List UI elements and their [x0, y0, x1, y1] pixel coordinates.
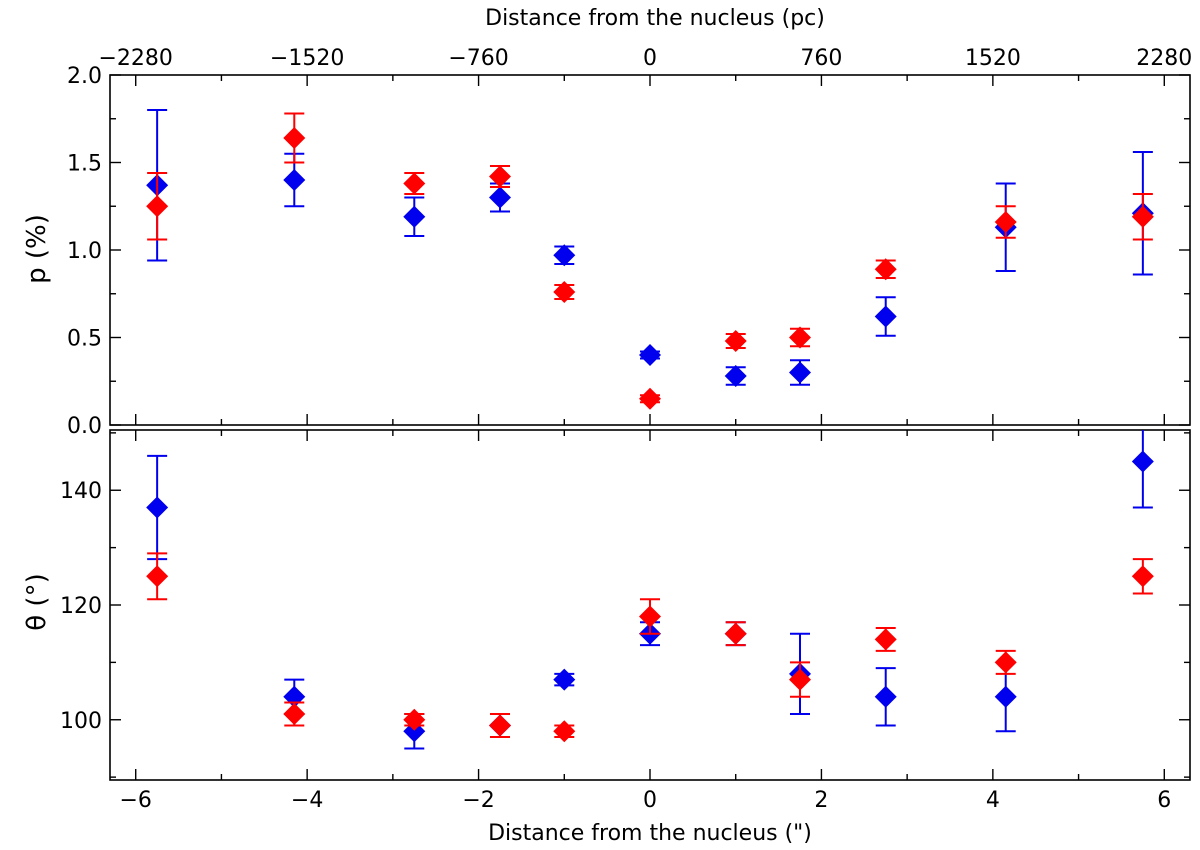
- red-data-point: [994, 211, 1017, 233]
- bottom-x-tick-label: 6: [1157, 788, 1171, 813]
- bottom-x-tick-label: −4: [291, 788, 323, 813]
- red-data-point: [639, 605, 661, 628]
- red-data-point: [1131, 565, 1154, 588]
- top-panel-data: [146, 109, 1154, 410]
- bottom-x-tick-label: 2: [814, 788, 828, 813]
- red-data-point: [789, 668, 811, 691]
- bottom-x-axis-title: Distance from the nucleus ("): [488, 821, 812, 846]
- red-data-point: [489, 165, 511, 188]
- blue-data-point: [283, 169, 306, 191]
- red-data-point: [874, 258, 897, 281]
- red-data-point: [553, 281, 576, 303]
- red-data-point: [146, 565, 169, 588]
- top-x-tick-label: 0: [643, 46, 657, 71]
- red-data-point: [724, 622, 747, 645]
- y-tick-label: 120: [60, 594, 102, 619]
- top-x-tick-label: −760: [448, 46, 508, 71]
- blue-data-point: [994, 685, 1017, 708]
- red-data-point: [874, 628, 897, 651]
- chart-marks: 0.0 0.5 1.0 1.5 2.0−2280 −1520 −760 0 760 1520 228…: [60, 46, 1192, 813]
- red-data-point: [283, 127, 306, 149]
- blue-data-point: [874, 305, 897, 328]
- red-data-point: [994, 651, 1017, 674]
- top-x-axis-title: Distance from the nucleus (pc): [485, 6, 825, 31]
- y-tick-label: 2.0: [67, 64, 102, 89]
- top-x-tick-label: 1520: [965, 46, 1021, 71]
- blue-data-point: [724, 365, 747, 387]
- y-tick-label: 0.5: [67, 327, 102, 352]
- blue-data-point: [146, 496, 169, 519]
- bottom-x-tick-label: 0: [643, 788, 657, 813]
- bottom-x-tick-label: 4: [986, 788, 1000, 813]
- blue-data-point: [874, 685, 897, 708]
- y-tick-label: 0.0: [67, 414, 102, 439]
- red-data-point: [283, 703, 306, 726]
- blue-data-point: [553, 244, 576, 267]
- y-tick-label: 1.0: [67, 239, 102, 264]
- red-data-point: [1131, 205, 1154, 228]
- red-data-point: [403, 708, 426, 731]
- top-x-tick-label: 760: [800, 46, 842, 71]
- red-data-point: [403, 172, 426, 195]
- blue-data-point: [403, 205, 426, 228]
- bottom-x-tick-label: −2: [462, 788, 494, 813]
- top-x-tick-label: −2280: [99, 46, 173, 71]
- blue-data-point: [489, 186, 511, 209]
- blue-data-point: [553, 668, 576, 691]
- red-data-point: [146, 195, 169, 218]
- bottom-panel-y-axis-title: θ (°): [22, 573, 52, 630]
- bottom-x-tick-label: −6: [119, 788, 151, 813]
- blue-data-point: [639, 344, 661, 366]
- bottom-panel-data: [146, 430, 1154, 750]
- blue-data-point: [789, 361, 811, 384]
- top-x-tick-label: 2280: [1136, 46, 1192, 71]
- top-x-tick-label: −1520: [270, 46, 344, 71]
- y-tick-label: 1.5: [67, 152, 102, 177]
- red-data-point: [789, 326, 811, 349]
- red-data-point: [489, 714, 511, 737]
- red-data-point: [639, 387, 661, 410]
- y-tick-label: 140: [60, 479, 102, 504]
- y-tick-label: 100: [60, 709, 102, 734]
- red-data-point: [553, 720, 576, 743]
- top-panel-frame: [109, 74, 1191, 426]
- red-data-point: [724, 330, 747, 352]
- blue-data-point: [1131, 450, 1154, 473]
- top-panel-y-axis-title: p (%): [22, 214, 52, 284]
